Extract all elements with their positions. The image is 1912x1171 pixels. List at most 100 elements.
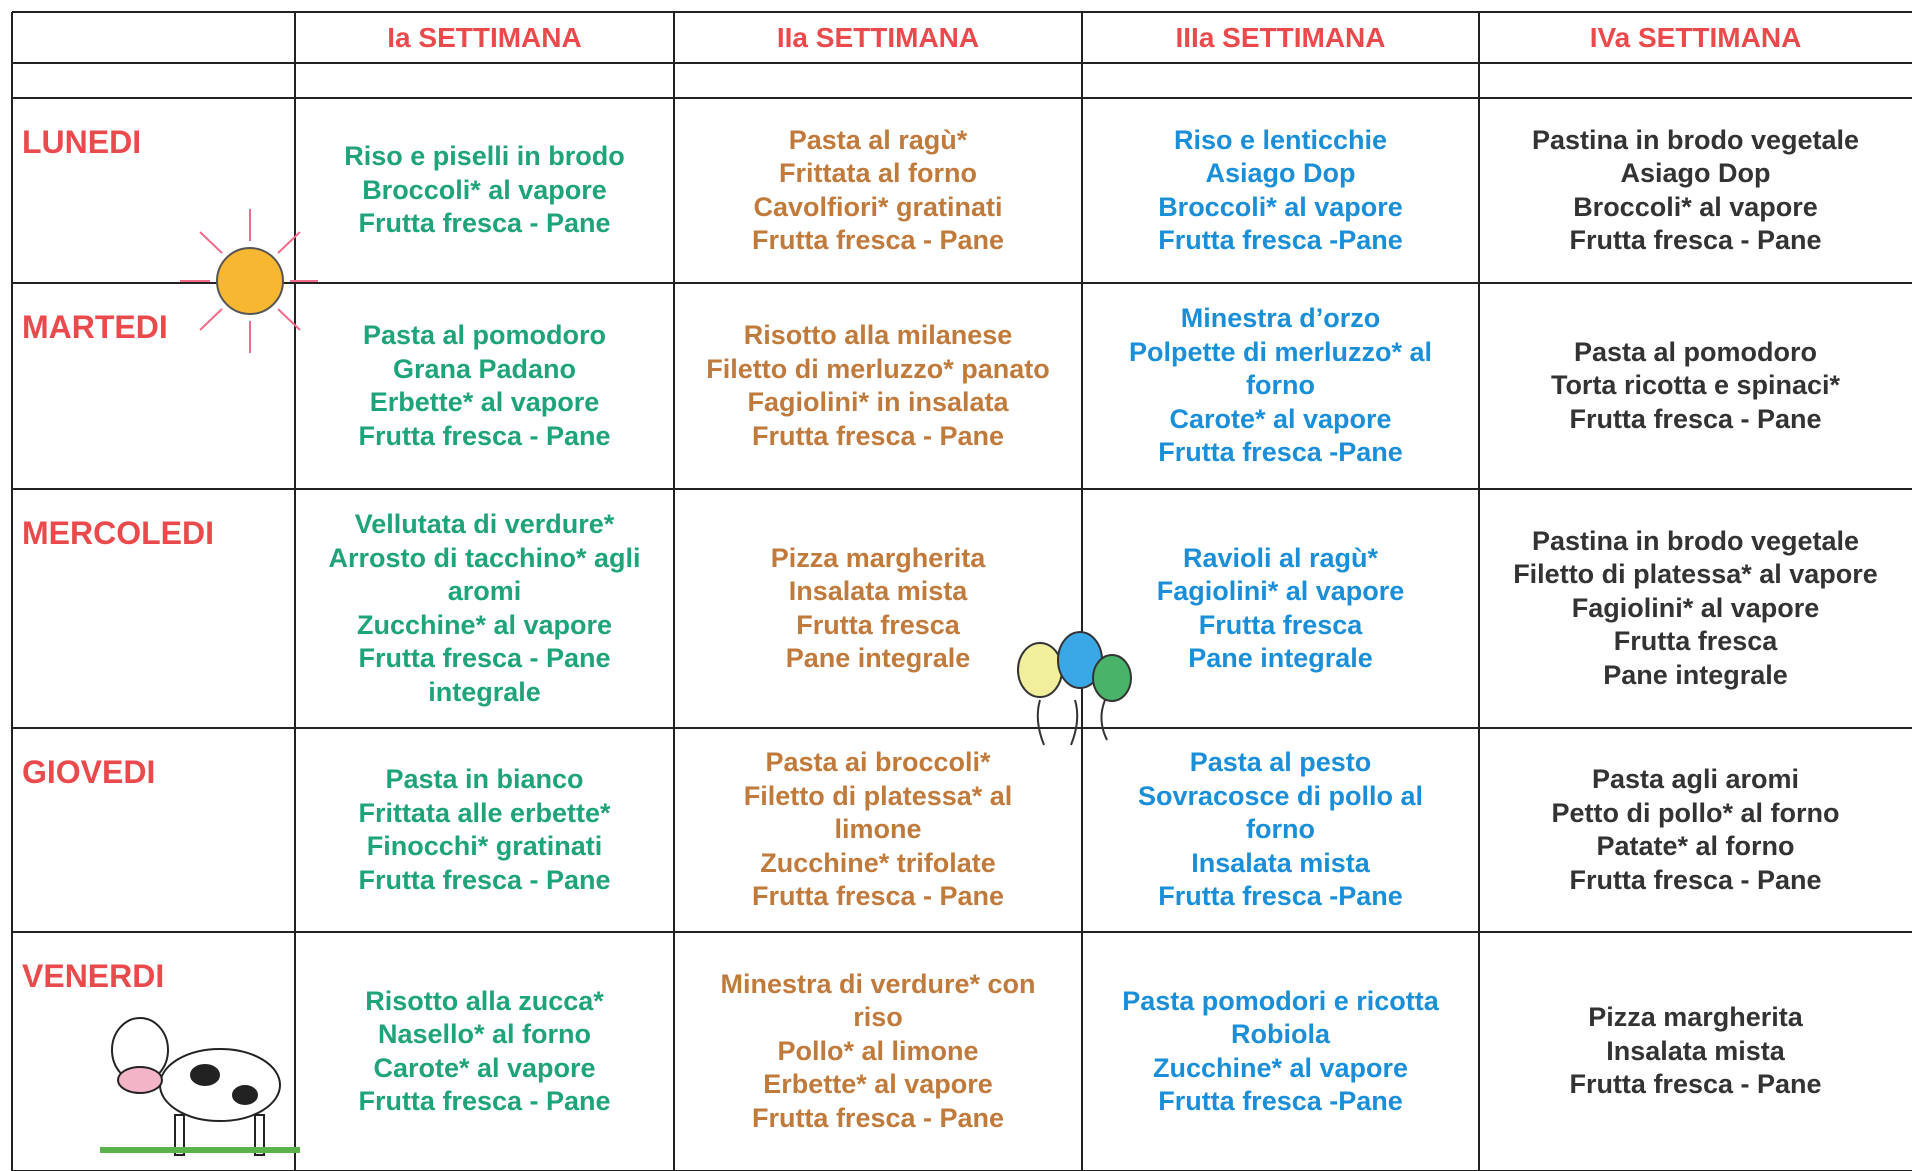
menu-item: Torta ricotta e spinaci*: [1550, 370, 1841, 401]
menu-item: Frutta fresca -Pane: [1158, 225, 1403, 255]
menu-item: Filetto di platessa* al vapore: [1513, 559, 1878, 590]
menu-item: Carote* al vapore: [1169, 403, 1392, 434]
menu-item: Fagiolini* al vapore: [1156, 576, 1405, 606]
menu-cell: Pasta al pesto Sovracosce di pollo al forn…: [1082, 728, 1479, 932]
day-label: MARTEDI: [22, 309, 168, 345]
menu-item: Erbette* al vapore: [763, 1069, 993, 1100]
menu-item: Patate* al forno: [1596, 831, 1795, 861]
menu-item: Ravioli al ragù*: [1182, 542, 1379, 573]
menu-item: Broccoli* al vapore: [362, 174, 607, 205]
menu-item: Zucchine* al vapore: [356, 609, 613, 640]
sun: [180, 209, 318, 353]
menu-cell: Pizza margherita Insalata mista Frutta fre…: [1479, 932, 1912, 1171]
menu-item: Insalata mista: [788, 576, 968, 606]
menu-item: Frutta fresca - Pane: [358, 643, 611, 673]
day-label: MERCOLEDI: [22, 515, 214, 551]
menu-item: Filetto di platessa* al: [743, 780, 1013, 811]
menu-item: Risotto alla zucca*: [365, 985, 604, 1016]
menu-item: Frutta fresca - Pane: [751, 881, 1005, 912]
balloons: [1017, 631, 1132, 746]
column-header: Ia SETTIMANA: [387, 21, 582, 53]
menu-item: Frutta fresca - Pane: [358, 1086, 611, 1116]
menu-item: Frutta fresca - Pane: [1569, 403, 1822, 434]
menu-item: integrale: [428, 676, 541, 707]
menu-cell: Minestra di verdure* con riso Pollo* al li…: [674, 932, 1082, 1171]
menu-cell: Pasta pomodori e ricotta Robiola Zucchine*…: [1082, 932, 1479, 1171]
menu-cell: Riso e lenticchie Asiago Dop Broccoli* al …: [1082, 98, 1479, 283]
menu-item: Fagiolini* al vapore: [1571, 592, 1820, 623]
menu-item: Frutta fresca: [1198, 609, 1363, 640]
menu-cell: Pasta agli aromi Petto di pollo* al forno…: [1479, 728, 1912, 932]
menu-cell: Riso e piselli in brodo Broccoli* al vapo…: [295, 98, 674, 283]
menu-item: Frittata alle erbette*: [358, 797, 611, 828]
menu-item: Pizza margherita: [1588, 1002, 1803, 1033]
menu-item: Polpette di merluzzo* al: [1128, 336, 1433, 367]
menu-item: Frutta fresca - Pane: [751, 420, 1005, 451]
menu-item: forno: [1246, 814, 1315, 845]
menu-item: aromi: [447, 576, 522, 606]
menu-item: limone: [834, 814, 922, 845]
menu-cell: Pastina in brodo vegetale Filetto di plat…: [1479, 489, 1912, 728]
menu-item: Zucchine* al vapore: [1152, 1052, 1409, 1083]
menu-item: Frutta fresca - Pane: [1569, 1069, 1822, 1100]
menu-cell: Pasta in bianco Frittata alle erbette* Fin…: [295, 728, 674, 932]
menu-item: Frutta fresca - Pane: [751, 225, 1005, 255]
menu-item: Arrosto di tacchino* agli: [328, 542, 641, 573]
menu-item: Pastina in brodo vegetale: [1531, 124, 1860, 155]
menu-item: Frutta fresca - Pane: [1569, 864, 1822, 895]
menu-item: Pizza margherita: [770, 542, 986, 573]
menu-item: Riso e piselli in brodo: [344, 141, 625, 172]
menu-cell: Ravioli al ragù* Fagiolini* al vapore Frut…: [1082, 489, 1479, 728]
menu-cell: Pasta al pomodoro Torta ricotta e spinaci…: [1479, 283, 1912, 489]
menu-item: Robiola: [1231, 1019, 1330, 1049]
menu-item: Pane integrale: [1188, 643, 1373, 673]
menu-item: Pasta agli aromi: [1591, 764, 1800, 794]
column-header: IVa SETTIMANA: [1589, 21, 1802, 53]
menu-item: Frutta fresca: [1613, 626, 1778, 657]
menu-cell: Minestra d’orzo Polpette di merluzzo* al f…: [1082, 283, 1479, 489]
menu-item: Minestra di verdure* con: [720, 968, 1036, 999]
menu-item: Frutta fresca -Pane: [1158, 1086, 1403, 1116]
menu-item: Pasta ai broccoli*: [765, 747, 991, 778]
menu-cell: Pizza margherita Insalata mista Frutta fre…: [674, 489, 1082, 728]
menu-item: Risotto alla milanese: [743, 320, 1013, 350]
menu-cell: Pastina in brodo vegetale Asiago Dop Brocc…: [1479, 98, 1912, 283]
menu-item: forno: [1246, 370, 1315, 401]
menu-item: Insalata mista: [1191, 847, 1370, 878]
menu-item: Frutta fresca -Pane: [1158, 881, 1403, 912]
menu-item: riso: [853, 1002, 903, 1033]
menu-item: Fagiolini* in insalata: [747, 387, 1009, 417]
cow: [100, 1017, 300, 1156]
menu-item: Grana Padano: [392, 353, 577, 384]
menu-item: Sovracosce di pollo al: [1137, 780, 1424, 811]
menu-item: Frutta fresca - Pane: [358, 864, 611, 895]
menu-item: Asiago Dop: [1205, 158, 1356, 188]
menu-item: Erbette* al vapore: [369, 387, 600, 417]
menu-item: Pane integrale: [1603, 659, 1788, 690]
menu-cell: Risotto alla zucca* Nasello* al forno Caro…: [295, 932, 674, 1171]
menu-item: Frutta fresca: [796, 609, 960, 640]
menu-item: Riso e lenticchie: [1173, 124, 1388, 155]
menu-item: Insalata mista: [1606, 1035, 1785, 1066]
menu-cell: Pasta al ragù* Frittata al forno Cavolfior…: [674, 98, 1082, 283]
day-label: GIOVEDI: [22, 754, 156, 790]
day-label: LUNEDI: [22, 124, 142, 160]
menu-item: Pastina in brodo vegetale: [1531, 525, 1860, 556]
menu-item: Zucchine* trifolate: [760, 847, 996, 878]
menu-item: Frittata al forno: [778, 158, 977, 188]
menu-item: Finocchi* gratinati: [366, 831, 603, 861]
menu-item: Carote* al vapore: [373, 1052, 596, 1083]
menu-item: Cavolfiori* gratinati: [753, 191, 1003, 222]
menu-item: Minestra d’orzo: [1180, 303, 1381, 334]
menu-item: Frutta fresca -Pane: [1158, 437, 1403, 468]
menu-cell: Pasta al pomodoro Grana Padano Erbette* al…: [295, 283, 674, 489]
menu-item: Nasello* al forno: [377, 1019, 592, 1049]
menu-item: Broccoli* al vapore: [1158, 191, 1403, 222]
menu-item: Filetto di merluzzo* panato: [706, 353, 1050, 384]
menu-cell: Vellutata di verdure* Arrosto di tacchino…: [295, 489, 674, 728]
menu-item: Frutta fresca - Pane: [358, 420, 611, 451]
menu-item: Pasta al pomodoro: [1573, 336, 1818, 367]
menu-item: Pollo* al limone: [777, 1035, 979, 1066]
menu-item: Vellutata di verdure*: [354, 509, 615, 539]
